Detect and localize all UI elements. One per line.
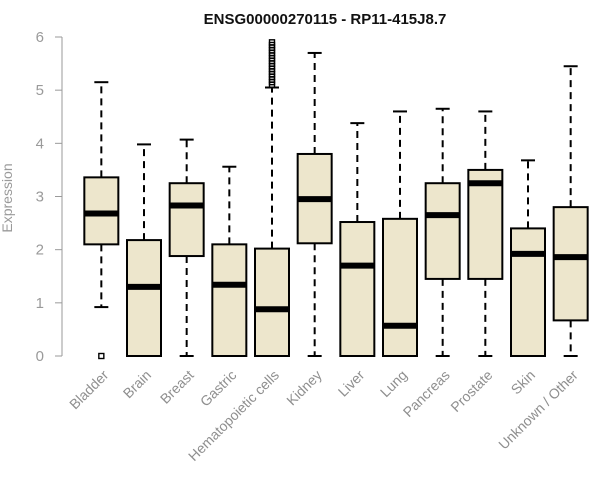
iqr-box (211, 243, 248, 358)
box-bladder (83, 81, 120, 360)
x-tick-label: Kidney (283, 367, 325, 409)
iqr-box (168, 182, 205, 258)
box-gastric (211, 165, 248, 358)
iqr-box (126, 239, 162, 357)
iqr-box (510, 227, 546, 357)
y-tick-label: 0 (36, 348, 44, 365)
y-tick-label: 5 (36, 82, 44, 99)
box-pancreas (424, 107, 461, 357)
iqr-box (424, 182, 461, 280)
x-tick-label: Bladder (66, 367, 112, 413)
x-tick-label: Liver (335, 367, 368, 400)
x-tick-label: Pancreas (400, 367, 453, 420)
y-axis: 0 1 2 3 4 5 6 (36, 29, 63, 365)
box-hematopoietic-cells (254, 39, 290, 357)
chart-title: ENSG00000270115 - RP11-415J8.7 (204, 11, 447, 28)
box-skin (510, 159, 546, 357)
y-axis-label: Expression (0, 163, 15, 232)
x-tick-label: Brain (120, 367, 154, 401)
y-tick-label: 3 (36, 189, 44, 206)
box-series (83, 39, 589, 360)
y-tick-label: 1 (36, 295, 44, 312)
y-tick-label: 2 (36, 242, 44, 259)
iqr-box (382, 217, 418, 357)
box-brain (126, 143, 162, 357)
box-breast (168, 138, 205, 357)
box-prostate (467, 110, 504, 357)
box-kidney (296, 51, 333, 357)
x-tick-label: Unknown / Other (495, 367, 581, 453)
y-tick-label: 6 (36, 29, 44, 46)
iqr-box (339, 221, 376, 357)
box-unknown-other (552, 65, 589, 357)
iqr-box (467, 168, 504, 280)
box-lung (382, 110, 418, 357)
iqr-box (552, 206, 589, 322)
outlier-point (98, 352, 105, 360)
box-liver (339, 122, 376, 357)
x-tick-label: Lung (377, 367, 410, 400)
y-tick-label: 4 (36, 135, 44, 152)
iqr-box (254, 247, 290, 357)
x-tick-label: Prostate (447, 367, 495, 415)
x-tick-label: Skin (508, 367, 539, 398)
x-tick-label: Gastric (197, 367, 240, 410)
x-tick-label: Breast (157, 367, 197, 407)
outlier-point (268, 39, 276, 46)
